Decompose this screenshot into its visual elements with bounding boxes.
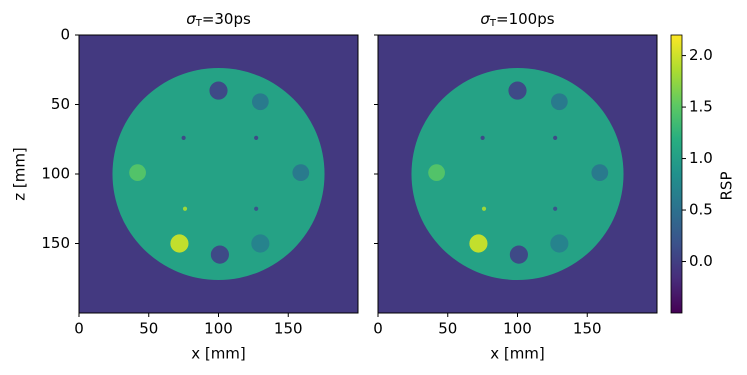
colorbar-tick-label: 0.5 [689,201,713,219]
x-tick-label: 100 [503,320,532,338]
insert [553,135,558,140]
insert [553,206,558,211]
colorbar-tick-label: 0.0 [689,252,713,270]
title-subscript: T [195,18,203,29]
insert [550,93,568,111]
insert [129,164,146,181]
insert [481,206,487,211]
x-tick-label: 0 [74,320,84,338]
plot-title: σT=30ps [186,10,251,30]
insert [210,245,229,264]
title-symbol: σ [480,10,490,28]
title-text: =30ps [202,10,251,28]
colorbar-tick-label: 1.5 [689,98,713,116]
insert [209,81,228,100]
x-tick-label: 150 [573,320,602,338]
y-tick-label: 150 [41,234,70,252]
y-tick-label: 100 [41,165,70,183]
insert [292,164,310,181]
title-text: =100ps [496,10,555,28]
title-symbol: σ [186,10,196,28]
title-subscript: T [489,18,497,29]
x-tick-label: 0 [373,320,383,338]
y-tick-label: 0 [60,26,70,44]
insert [480,135,485,140]
colorbar [670,34,683,314]
plot-title: σT=100ps [480,10,554,30]
insert [508,81,527,100]
insert [550,234,569,253]
plot-area [378,35,657,313]
colorbar-tick-label: 2.0 [689,46,713,64]
x-tick-label: 50 [139,320,158,338]
x-tick-label: 50 [438,320,457,338]
y-axis-label: z [mm] [11,147,29,201]
insert [591,164,609,181]
insert [181,135,186,140]
insert [251,93,269,111]
insert [251,234,270,253]
insert [469,234,488,253]
x-axis-label: x [mm] [490,345,545,363]
plot-area [79,35,358,313]
phantom-disk [112,67,325,281]
insert [509,245,528,264]
x-axis-label: x [mm] [191,345,246,363]
phantom-disk [411,67,624,281]
y-tick-label: 50 [51,95,70,113]
insert [254,135,259,140]
colorbar-tick-label: 1.0 [689,149,713,167]
insert [254,206,259,211]
insert [182,206,188,211]
x-tick-label: 100 [204,320,233,338]
insert [428,164,445,181]
insert [170,234,189,253]
x-tick-label: 150 [274,320,303,338]
colorbar-label: RSP [718,172,736,201]
